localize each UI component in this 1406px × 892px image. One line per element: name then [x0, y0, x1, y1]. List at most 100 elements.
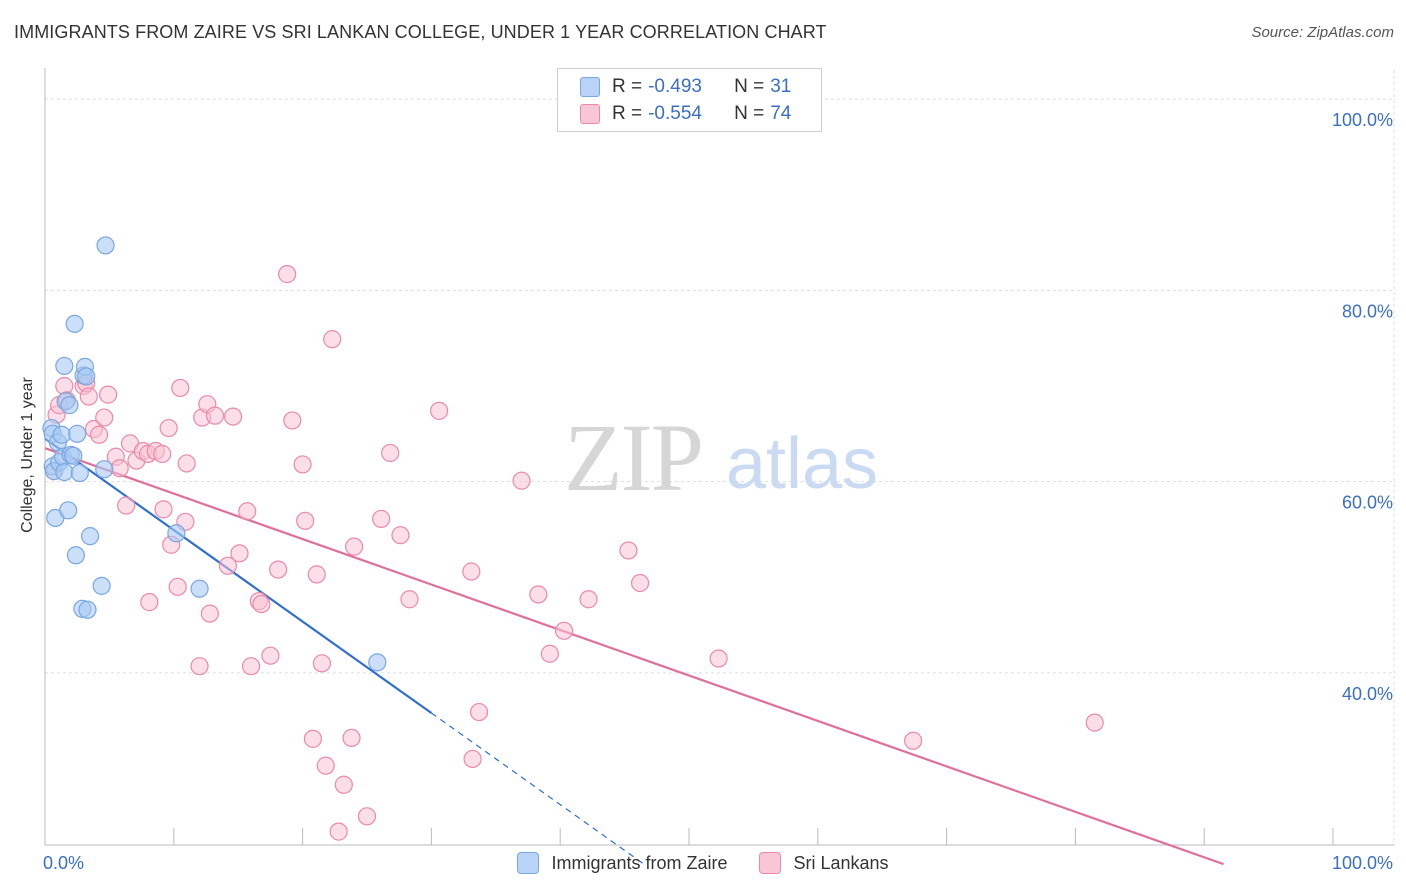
- point-srilankan: [283, 411, 302, 430]
- point-srilankan: [904, 731, 923, 750]
- point-srilankan: [529, 585, 548, 604]
- point-zaire: [66, 546, 86, 565]
- legend-label-srilankan: Sri Lankans: [793, 852, 889, 873]
- point-zaire: [52, 425, 71, 444]
- point-srilankan: [463, 749, 482, 769]
- x-tick-label-max: 100.0%: [1332, 853, 1393, 873]
- point-zaire: [65, 314, 84, 333]
- point-srilankan: [293, 455, 312, 474]
- point-srilankan: [110, 459, 129, 478]
- point-srilankan: [323, 330, 342, 349]
- point-srilankan: [1085, 713, 1104, 732]
- legend-item-srilankan[interactable]: Sri Lankans: [759, 852, 889, 874]
- point-srilankan: [400, 590, 419, 609]
- legend-label-zaire: Immigrants from Zaire: [551, 852, 728, 873]
- legend-row-srilankan: R = -0.554 N = 74: [580, 102, 791, 126]
- point-zaire: [68, 424, 87, 443]
- point-zaire: [77, 367, 96, 386]
- point-srilankan: [278, 265, 297, 284]
- point-srilankan: [238, 502, 257, 521]
- point-srilankan: [140, 593, 159, 612]
- y-tick-label: 40.0%: [1342, 684, 1393, 704]
- point-srilankan: [89, 425, 109, 444]
- point-zaire: [70, 463, 89, 483]
- point-srilankan: [154, 500, 173, 519]
- point-srilankan: [579, 590, 598, 609]
- point-srilankan: [303, 729, 323, 748]
- point-srilankan: [307, 565, 326, 584]
- point-srilankan: [99, 385, 118, 404]
- point-zaire: [64, 446, 83, 465]
- point-srilankan: [223, 407, 243, 426]
- chart-title: IMMIGRANTS FROM ZAIRE VS SRI LANKAN COLL…: [14, 22, 827, 42]
- point-srilankan: [190, 657, 209, 676]
- trend-line-zaire: [44, 437, 433, 714]
- point-srilankan: [357, 807, 377, 826]
- source-label: Source: ZipAtlas.com: [1251, 24, 1394, 41]
- stats-legend: R = -0.493 N = 31 R = -0.554 N = 74: [557, 68, 822, 132]
- point-srilankan: [372, 509, 391, 529]
- tick-labels: 40.0% 60.0% 80.0% 100.0% 0.0% 100.0%: [43, 110, 1393, 873]
- point-srilankan: [205, 406, 225, 425]
- point-srilankan: [269, 560, 288, 579]
- point-srilankan: [312, 654, 332, 673]
- legend-swatch-zaire: [580, 77, 600, 97]
- legend-r-value: -0.493: [648, 76, 702, 97]
- point-srilankan: [296, 511, 315, 530]
- point-srilankan: [630, 573, 650, 593]
- point-zaire: [55, 462, 74, 482]
- point-srilankan: [177, 454, 196, 473]
- y-tick-label: 80.0%: [1342, 301, 1393, 321]
- point-zaire: [368, 653, 387, 672]
- point-zaire: [95, 460, 114, 479]
- point-srilankan: [316, 756, 335, 775]
- point-zaire: [60, 396, 79, 415]
- data-points: [42, 236, 1104, 841]
- point-srilankan: [381, 443, 400, 463]
- point-srilankan: [261, 646, 280, 665]
- point-zaire: [55, 356, 74, 376]
- legend-r-label: R =: [612, 76, 643, 97]
- legend-swatch-zaire: [517, 852, 540, 874]
- point-srilankan: [230, 544, 249, 563]
- point-srilankan: [171, 378, 190, 398]
- point-srilankan: [430, 401, 449, 420]
- watermark-atlas: atlas: [726, 424, 878, 504]
- watermark: ZIP atlas: [564, 404, 878, 511]
- point-srilankan: [512, 471, 531, 490]
- point-zaire: [92, 576, 111, 595]
- point-zaire: [59, 501, 78, 520]
- point-srilankan: [619, 541, 638, 560]
- point-srilankan: [79, 387, 98, 406]
- legend-r-label: R =: [612, 103, 643, 124]
- point-srilankan: [462, 562, 481, 581]
- series-legend: Immigrants from Zaire Sri Lankans: [0, 852, 1406, 874]
- legend-r-value: -0.554: [648, 103, 702, 124]
- watermark-zip: ZIP: [564, 404, 702, 511]
- point-zaire: [190, 579, 209, 598]
- point-srilankan: [329, 822, 348, 841]
- legend-n-value: 31: [770, 76, 792, 97]
- point-srilankan: [391, 526, 410, 545]
- grid-lines: [45, 70, 1396, 845]
- point-srilankan: [345, 537, 364, 556]
- point-zaire: [96, 236, 115, 255]
- y-tick-label: 100.0%: [1332, 110, 1393, 130]
- point-zaire: [80, 527, 100, 546]
- legend-row-zaire: R = -0.493 N = 31: [580, 75, 791, 99]
- point-srilankan: [709, 649, 728, 668]
- legend-item-zaire[interactable]: Immigrants from Zaire: [517, 852, 727, 874]
- point-srilankan: [200, 604, 219, 623]
- point-zaire: [167, 524, 186, 543]
- legend-swatch-srilankan: [759, 852, 782, 874]
- point-srilankan: [252, 594, 271, 614]
- trend-line-zaire-extension: [431, 712, 645, 865]
- point-srilankan: [159, 418, 178, 438]
- legend-n-label: N =: [734, 103, 765, 124]
- point-srilankan: [342, 728, 361, 748]
- point-srilankan: [469, 702, 489, 722]
- axes: [44, 68, 1394, 846]
- legend-n-label: N =: [734, 76, 765, 97]
- legend-n-value: 74: [770, 103, 792, 124]
